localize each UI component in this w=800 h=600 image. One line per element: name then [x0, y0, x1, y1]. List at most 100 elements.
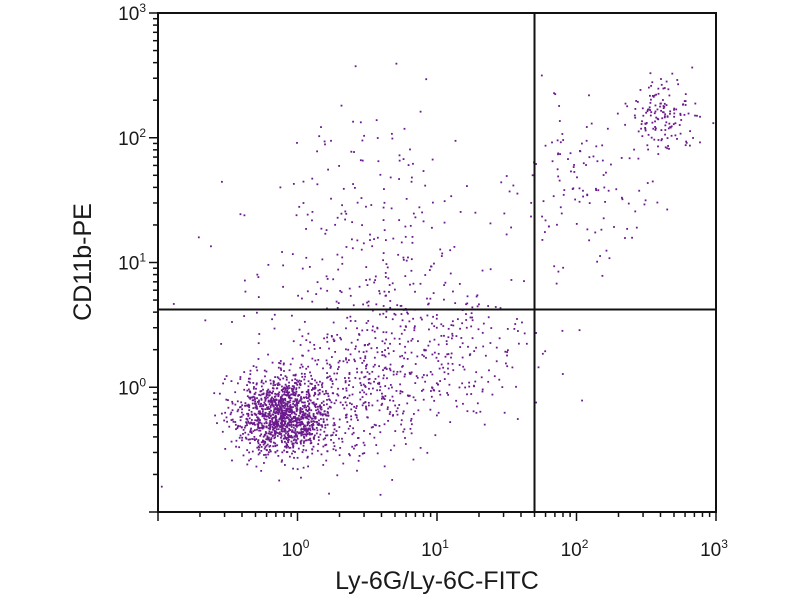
data-point [304, 425, 307, 428]
data-point [402, 430, 405, 433]
data-point [305, 439, 308, 442]
data-point [311, 401, 314, 404]
data-point [595, 189, 598, 192]
data-point [368, 377, 371, 380]
data-point [433, 262, 435, 265]
data-point [230, 380, 233, 383]
data-point [291, 385, 294, 388]
data-point [280, 398, 282, 401]
data-point [309, 341, 312, 344]
data-point [243, 315, 246, 317]
data-point [311, 219, 313, 222]
data-point [319, 380, 321, 383]
data-point [264, 446, 267, 449]
data-point [262, 439, 264, 442]
data-point [277, 393, 280, 396]
data-point [335, 430, 338, 432]
data-point [314, 384, 317, 387]
data-point [245, 418, 248, 420]
data-point [302, 423, 304, 425]
data-point [301, 451, 304, 453]
data-point [378, 409, 381, 412]
data-point [269, 450, 272, 453]
data-point [261, 410, 264, 413]
data-point [660, 109, 662, 112]
data-point [384, 355, 387, 358]
data-point [261, 414, 264, 417]
data-point [311, 389, 313, 391]
data-point [392, 370, 395, 373]
data-point [530, 215, 532, 218]
data-point [225, 416, 228, 419]
data-point [313, 348, 316, 350]
data-point [624, 237, 626, 239]
data-point [421, 211, 424, 214]
data-point [291, 357, 294, 360]
data-point [306, 405, 309, 407]
data-point [274, 419, 277, 422]
data-point [297, 294, 299, 297]
data-point [346, 397, 349, 400]
data-point [478, 303, 480, 306]
data-point [452, 324, 455, 327]
data-point [561, 133, 564, 135]
data-point [660, 139, 663, 142]
data-point [407, 340, 410, 343]
data-point [297, 394, 300, 396]
data-point [634, 108, 637, 110]
data-point [306, 413, 309, 416]
data-point [665, 80, 668, 83]
data-point [490, 327, 493, 329]
data-point [404, 275, 407, 278]
data-point [237, 382, 239, 385]
data-point [374, 275, 377, 278]
data-point [443, 298, 445, 301]
data-point [385, 316, 387, 319]
data-point [333, 422, 336, 424]
data-point [321, 413, 324, 416]
data-point [282, 424, 285, 427]
data-point [425, 356, 427, 359]
data-point [366, 329, 369, 331]
x-tick-label: 101 [421, 537, 449, 561]
data-point [342, 387, 344, 390]
data-point [270, 440, 272, 443]
data-point [638, 189, 641, 192]
data-point [267, 407, 270, 410]
data-point [280, 433, 283, 435]
data-point [305, 397, 308, 400]
data-point [281, 400, 284, 403]
data-point [559, 206, 562, 209]
data-point [287, 416, 289, 419]
data-point [283, 407, 286, 409]
data-point [229, 413, 232, 416]
data-point [362, 351, 365, 353]
data-point [244, 436, 247, 439]
data-point [358, 333, 360, 335]
data-point [295, 413, 298, 416]
data-point [263, 417, 266, 420]
data-point [363, 452, 366, 455]
data-point [651, 121, 654, 124]
data-point [261, 412, 264, 415]
data-point [327, 414, 330, 417]
data-point [279, 367, 282, 370]
data-point [430, 395, 433, 398]
data-point [507, 349, 509, 352]
data-point [381, 354, 384, 357]
data-point [540, 74, 543, 77]
data-point [269, 432, 271, 435]
data-point [562, 266, 565, 269]
data-point [295, 387, 298, 390]
data-point [239, 378, 242, 380]
data-point [283, 393, 286, 396]
data-point [320, 402, 323, 404]
data-point [257, 358, 260, 360]
data-point [220, 412, 223, 415]
data-point [422, 374, 425, 376]
data-point [311, 210, 314, 213]
data-point [469, 353, 472, 356]
data-point [283, 434, 286, 437]
data-point [673, 115, 676, 118]
